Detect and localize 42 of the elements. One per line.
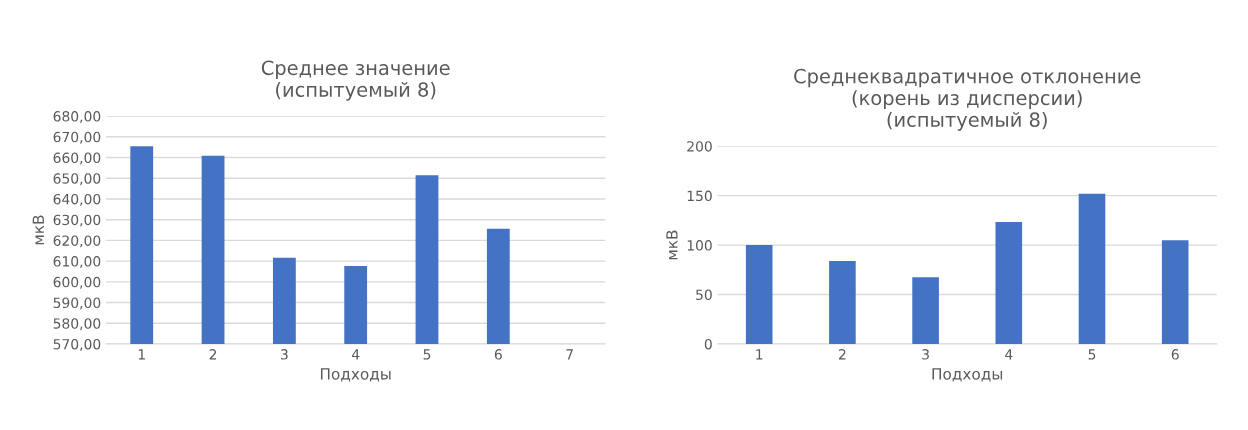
x-tick-label: 1 <box>756 349 763 360</box>
bar <box>745 245 773 344</box>
y-tick-label: 590,00 <box>53 297 101 310</box>
y-tick-label: 0 <box>704 338 712 350</box>
bar <box>912 277 939 344</box>
x-axis-title: Подходы <box>932 368 1003 382</box>
y-axis-title: мкВ <box>32 215 44 245</box>
y-tick-label: 100 <box>687 240 712 251</box>
y-tick-label: 150 <box>687 190 712 202</box>
x-tick-label: 6 <box>494 349 502 360</box>
x-tick-label: 4 <box>351 349 360 360</box>
x-tick-label: 1 <box>138 349 145 360</box>
bar <box>1078 193 1106 344</box>
y-tick-label: 640,00 <box>53 193 101 206</box>
x-tick-label: 2 <box>209 349 217 360</box>
x-tick-label: 4 <box>1005 349 1013 360</box>
x-tick-label: 5 <box>1088 349 1096 360</box>
y-tick-label: 610,00 <box>53 256 101 269</box>
chart-title: Среднее значение (испытуемый 8) <box>261 60 450 101</box>
y-tick-label: 630,00 <box>53 214 101 227</box>
x-tick-label: 3 <box>281 349 288 360</box>
y-tick-label: 580,00 <box>53 318 101 331</box>
x-tick-label: 7 <box>566 349 573 360</box>
bar <box>1161 240 1189 344</box>
x-axis-title: Подходы <box>320 368 391 382</box>
y-tick-label: 670,00 <box>53 131 101 144</box>
x-tick-label: 6 <box>1171 349 1179 360</box>
chart-title: Среднеквадратичное отклонение (корень из дисперсии) (испытуемый 8) <box>794 68 1141 131</box>
bar <box>829 260 856 344</box>
x-tick-label: 2 <box>839 349 846 360</box>
y-tick-label: 50 <box>696 289 712 301</box>
y-tick-label: 570,00 <box>53 338 101 351</box>
y-tick-label: 600,00 <box>53 276 101 289</box>
y-tick-label: 200 <box>687 141 712 152</box>
y-tick-label: 650,00 <box>53 173 101 186</box>
y-tick-label: 680,00 <box>53 111 101 123</box>
bar <box>995 222 1023 344</box>
x-tick-label: 3 <box>922 349 929 360</box>
y-tick-label: 660,00 <box>53 152 101 165</box>
y-tick-label: 620,00 <box>53 235 101 248</box>
x-tick-label: 5 <box>423 349 431 360</box>
y-axis-title: мкВ <box>666 230 678 260</box>
